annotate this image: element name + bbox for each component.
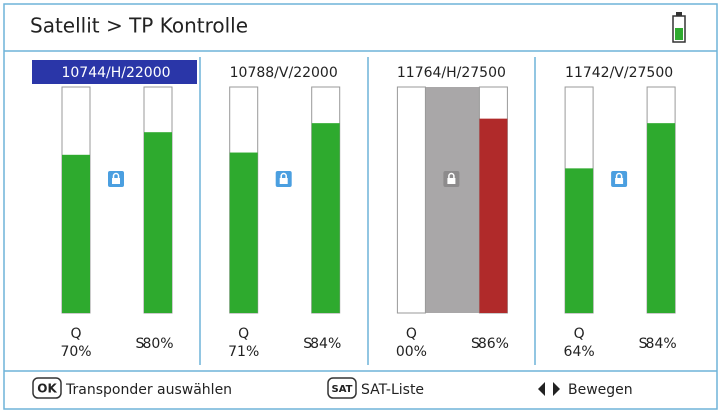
lock-shackle [280, 172, 287, 178]
key-label: OK [37, 382, 57, 396]
q-bar [565, 168, 594, 313]
bar-track [396, 86, 426, 314]
q-name: Q [238, 326, 249, 342]
lock-shackle [112, 172, 120, 178]
q-bar [62, 154, 90, 313]
footer-hint: Bewegen [568, 382, 633, 398]
q-name: Q [70, 326, 81, 342]
s-name: S [136, 336, 145, 352]
panel-label: 10744/H/22000 [61, 65, 170, 81]
s-bar [479, 118, 508, 313]
battery-icon [672, 12, 686, 43]
lock-shackle [615, 172, 623, 178]
panel-label: 10788/V/22000 [230, 65, 338, 81]
sat-key: SAT [327, 377, 357, 399]
no-lock-overlay [425, 87, 480, 313]
s-name: S [639, 336, 648, 352]
q-value-label: 64% [564, 344, 595, 360]
header-title: Satellit > TP Kontrolle [30, 14, 248, 38]
lock-body [112, 178, 120, 184]
s-value-label: 84% [646, 336, 677, 352]
panel-label: 11764/H/27500 [397, 65, 506, 81]
footer-hint: SAT-Liste [361, 382, 424, 398]
panel-label-highlight [32, 60, 197, 84]
lock-body [447, 178, 456, 184]
key-label: SAT [332, 384, 353, 395]
s-name: S [471, 336, 480, 352]
footer-hint: Transponder auswählen [65, 382, 232, 398]
q-value-label: 00% [396, 344, 427, 360]
s-bar [311, 123, 340, 313]
lock-body [279, 178, 288, 184]
q-name: Q [406, 326, 417, 342]
q-bar [229, 152, 258, 313]
s-bar [647, 123, 676, 313]
s-value-label: 80% [142, 336, 173, 352]
q-value-label: 71% [228, 344, 259, 360]
s-value-label: 86% [478, 336, 509, 352]
q-name: Q [574, 326, 585, 342]
q-value-label: 70% [60, 344, 91, 360]
lock-shackle [448, 172, 455, 178]
arrow-keys [538, 382, 560, 396]
ok-key: OK [32, 377, 62, 399]
s-name: S [303, 336, 312, 352]
lock-body [615, 178, 624, 184]
s-bar [144, 132, 172, 313]
s-value-label: 84% [310, 336, 341, 352]
panel-label: 11742/V/27500 [565, 65, 673, 81]
